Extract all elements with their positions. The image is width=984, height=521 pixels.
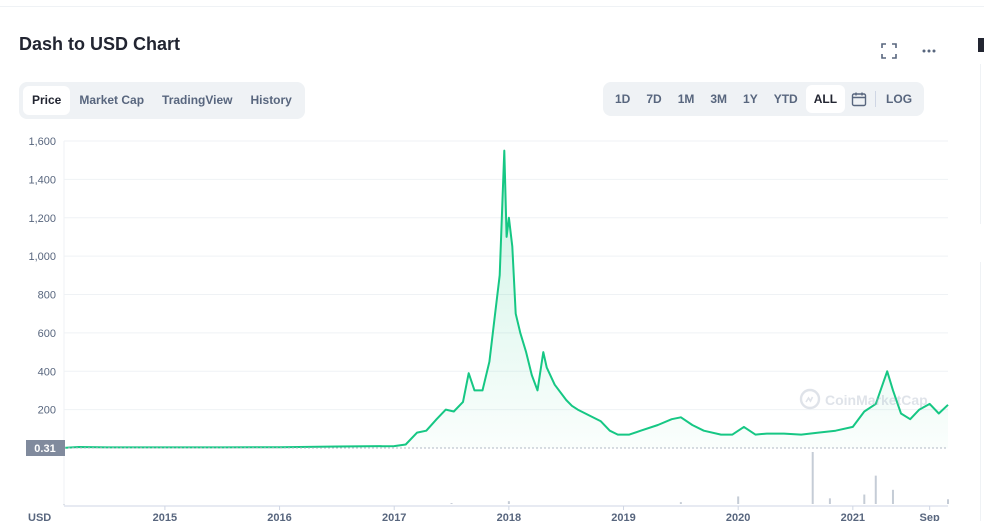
y-tick-label: 1,400 <box>28 174 56 186</box>
volume-bar <box>507 501 510 504</box>
tab-history[interactable]: History <box>250 93 292 107</box>
calendar-icon[interactable] <box>845 85 873 113</box>
x-tick-label: 2016 <box>267 512 291 521</box>
range-ytd[interactable]: YTD <box>773 92 798 106</box>
y-tick-label: 800 <box>38 290 56 302</box>
volume-bar <box>737 496 740 504</box>
coinmarketcap-logo: CoinMarketCap <box>799 388 928 410</box>
x-tick-label: 2017 <box>382 512 406 521</box>
tab-tradingview[interactable]: TradingView <box>162 93 233 107</box>
x-tick-label: 2020 <box>726 512 750 521</box>
y-axis-labels: 1,600 1,400 1,200 1,000 800 600 400 200 <box>28 136 56 417</box>
price-chart[interactable]: 1,600 1,400 1,200 1,000 800 600 400 200 0.31 Co… <box>0 128 984 521</box>
volume-bars <box>63 452 949 505</box>
chart-type-tabs: Price Market Cap TradingView History <box>19 82 305 119</box>
y-tick-label: 200 <box>38 405 56 417</box>
y-tick-label: 600 <box>38 328 56 340</box>
sidebar-card-edge <box>980 64 984 224</box>
current-price-tag: 0.31 <box>26 440 65 456</box>
y-tick-label: 1,200 <box>28 213 56 225</box>
log-scale-toggle[interactable]: LOG <box>886 92 913 106</box>
range-1d[interactable]: 1D <box>615 92 631 106</box>
x-tick-label: 2019 <box>611 512 635 521</box>
sidebar-edge <box>978 38 984 52</box>
range-7d[interactable]: 7D <box>646 92 662 106</box>
y-tick-label: 1,600 <box>28 136 56 148</box>
x-tick-label: 2021 <box>841 512 865 521</box>
volume-bar <box>450 503 453 504</box>
x-tick-label: Sep <box>920 512 940 521</box>
current-price-label: 0.31 <box>34 443 55 455</box>
currency-label: USD <box>28 512 51 521</box>
y-tick-label: 1,000 <box>28 251 56 263</box>
chart-title: Dash to USD Chart <box>19 34 181 54</box>
divider <box>875 91 877 107</box>
x-axis-labels: 2015 2016 2017 2018 2019 2020 2021 Sep <box>153 506 940 521</box>
range-1m[interactable]: 1M <box>677 92 695 106</box>
x-tick-label: 2018 <box>497 512 521 521</box>
time-range-selector: 1D 7D 1M 3M 1Y YTD ALL LOG <box>603 82 925 116</box>
price-line <box>63 149 949 449</box>
x-tick-label: 2015 <box>153 512 177 521</box>
volume-bar <box>811 452 814 504</box>
range-1y[interactable]: 1Y <box>743 92 758 106</box>
volume-bar <box>874 475 877 504</box>
volume-bar <box>828 498 831 504</box>
sidebar-card-edge <box>980 262 984 521</box>
y-tick-label: 400 <box>38 366 56 378</box>
tab-market-cap[interactable]: Market Cap <box>79 93 145 107</box>
watermark-text: CoinMarketCap <box>825 392 928 408</box>
volume-bar <box>63 504 65 505</box>
tab-price[interactable]: Price <box>23 86 71 115</box>
volume-bar <box>947 499 949 504</box>
volume-bar <box>863 494 866 504</box>
price-tag-background <box>26 440 65 456</box>
range-all[interactable]: ALL <box>805 85 846 113</box>
price-area <box>64 150 948 448</box>
volume-bar <box>679 502 682 504</box>
more-icon[interactable] <box>918 40 940 62</box>
fullscreen-icon[interactable] <box>878 40 900 62</box>
top-divider <box>0 6 984 7</box>
volume-bar <box>891 489 894 504</box>
range-3m[interactable]: 3M <box>710 92 728 106</box>
